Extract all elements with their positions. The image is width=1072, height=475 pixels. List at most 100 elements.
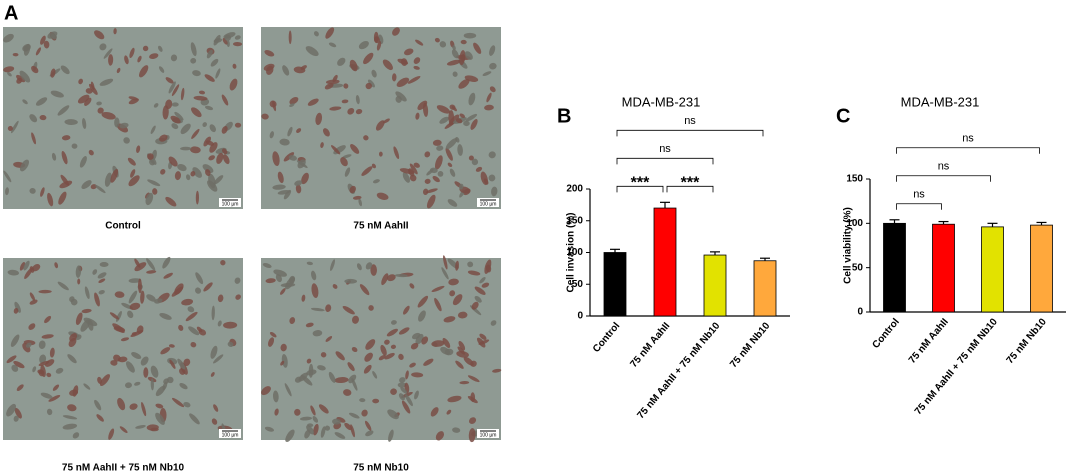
bar: [753, 260, 777, 317]
significance-bracket: [616, 129, 764, 137]
cell: [205, 169, 211, 176]
cell: [143, 367, 149, 378]
cell: [330, 145, 341, 155]
cell: [108, 54, 114, 66]
bar: [653, 207, 677, 317]
y-tick-label: 100: [846, 218, 863, 229]
cell: [38, 340, 46, 349]
cell: [38, 360, 50, 366]
cell: [452, 294, 463, 306]
cell: [162, 256, 171, 269]
cell: [213, 404, 219, 412]
y-tick-label: 200: [566, 184, 583, 195]
cell: [12, 52, 19, 57]
cell: [418, 310, 426, 322]
x-tick-label: Control: [591, 320, 622, 354]
cell: [67, 354, 77, 364]
cell: [211, 305, 215, 321]
cell: [99, 374, 111, 387]
cell: [110, 360, 118, 366]
cell: [279, 138, 290, 146]
cell: [3, 66, 15, 73]
image-caption: 75 nM AahII + 75 nM Nb10: [62, 463, 185, 474]
significance-label: ns: [962, 133, 974, 145]
micrograph: 100 µm: [261, 255, 502, 443]
cell: [304, 429, 311, 439]
y-tick-label: 50: [852, 262, 864, 273]
cell: [14, 407, 22, 419]
cell: [275, 274, 282, 283]
cell: [55, 367, 64, 374]
cell: [313, 31, 319, 37]
cell: [458, 340, 466, 351]
cell: [41, 334, 54, 339]
cell: [474, 286, 486, 295]
cell: [400, 386, 408, 394]
error-bar: [987, 222, 998, 227]
cell: [459, 113, 466, 118]
cell: [344, 278, 358, 284]
cell: [169, 359, 176, 369]
cell: [229, 78, 238, 91]
cell: [136, 145, 141, 153]
panel-label: B: [557, 105, 571, 127]
cell: [325, 304, 332, 313]
cell: [181, 298, 194, 306]
cell: [311, 283, 319, 299]
cell: [343, 83, 349, 89]
bar: [932, 223, 955, 313]
cell: [47, 192, 54, 207]
cell: [171, 84, 180, 97]
cell: [324, 83, 334, 90]
cell: [57, 281, 69, 291]
cell: [125, 382, 132, 389]
cell: [320, 426, 326, 438]
cell: [351, 377, 358, 391]
cell: [174, 171, 181, 181]
scale-bar-label: 100 µm: [480, 432, 497, 438]
cell: [322, 128, 330, 137]
cell: [451, 49, 459, 59]
cell: [350, 144, 360, 154]
cell: [363, 135, 369, 141]
cell: [405, 370, 409, 380]
significance-label: ns: [938, 161, 950, 173]
cell: [489, 86, 496, 93]
cell: [393, 146, 400, 160]
cell: [287, 126, 293, 137]
micrograph: 100 µm: [3, 27, 243, 209]
cell: [149, 53, 159, 59]
cell: [113, 28, 117, 35]
cell: [195, 190, 199, 205]
cell: [7, 125, 13, 131]
cell: [336, 417, 346, 423]
cell: [402, 172, 411, 183]
cell: [434, 37, 440, 43]
cell: [280, 343, 287, 352]
cell: [75, 312, 83, 325]
significance-label: ns: [659, 143, 671, 155]
cell: [202, 122, 207, 128]
cell: [365, 339, 376, 350]
cell: [29, 188, 36, 194]
cell: [449, 168, 456, 177]
cell: [455, 260, 459, 271]
y-tick-label: 150: [566, 215, 583, 226]
significance-label: ns: [684, 115, 696, 127]
cell: [3, 33, 14, 43]
cell: [159, 313, 172, 320]
cell: [272, 151, 280, 167]
cell: [449, 104, 456, 110]
cell: [310, 307, 325, 312]
cell: [455, 360, 464, 369]
cell: [332, 284, 338, 289]
cell: [131, 352, 142, 359]
error-bar: [1036, 221, 1047, 226]
cell: [439, 116, 450, 124]
cell: [168, 81, 176, 94]
cell: [179, 382, 188, 390]
cell: [90, 81, 95, 91]
cell: [23, 260, 30, 271]
cell: [405, 394, 413, 407]
cell: [108, 428, 115, 440]
